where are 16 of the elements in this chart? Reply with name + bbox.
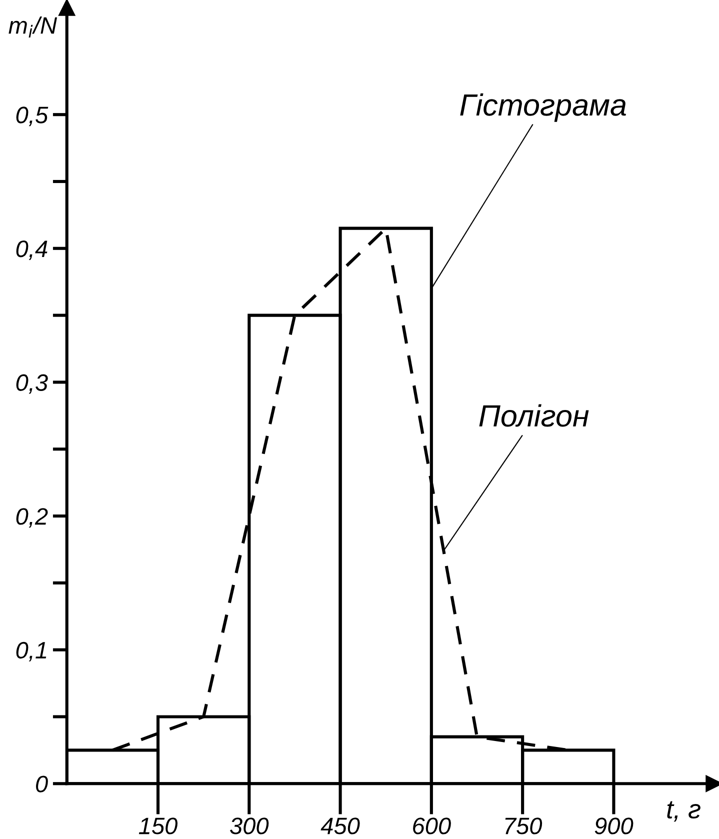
x-tick-label: 600	[413, 818, 451, 834]
y-axis-title: m$_{i}$/N	[8, 16, 58, 38]
y-tick-label: 0,2	[16, 508, 48, 528]
x-tick-label: 450	[320, 818, 360, 834]
x-tick-label: 750	[505, 818, 542, 834]
y-tick-label: 0	[36, 776, 48, 792]
y-tick-label: 0,3	[16, 374, 48, 394]
annotation: Полігон	[479, 404, 589, 427]
x-tick-label: 150	[138, 818, 178, 834]
x-axis-title: t, г	[667, 801, 700, 822]
y-tick-label: 0,1	[16, 642, 46, 662]
y-tick-label: 0,4	[16, 240, 48, 260]
x-tick-label: 900	[594, 818, 634, 834]
x-tick-label: 300	[230, 818, 269, 834]
y-tick-label: 0,5	[16, 106, 48, 126]
annotation: Гістограма	[460, 93, 626, 122]
